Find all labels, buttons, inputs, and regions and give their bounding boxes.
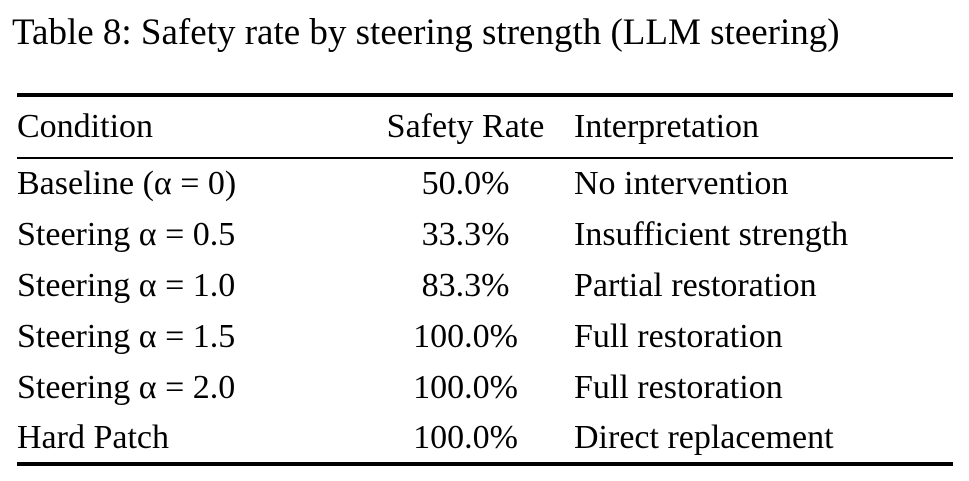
- table-row: Hard Patch 100.0% Direct replacement: [17, 413, 953, 464]
- results-table: Condition Safety Rate Interpretation Bas…: [17, 93, 953, 466]
- interpretation-cell: Full restoration: [574, 368, 783, 406]
- safety-rate-cell: 100.0%: [413, 317, 518, 355]
- condition-cell: Hard Patch: [17, 418, 170, 456]
- safety-rate-cell: 83.3%: [421, 266, 510, 304]
- interpretation-cell: Direct replacement: [574, 418, 834, 456]
- column-header-safety-rate: Safety Rate: [357, 95, 574, 159]
- interpretation-cell: No intervention: [574, 165, 789, 202]
- safety-rate-cell: 100.0%: [413, 418, 518, 456]
- table-row: Steering α = 2.0 100.0% Full restoration: [17, 362, 953, 413]
- safety-rate-cell: 50.0%: [421, 165, 510, 202]
- table-header-row: Condition Safety Rate Interpretation: [17, 95, 953, 159]
- condition-cell: Steering α = 1.0: [17, 266, 236, 304]
- condition-cell: Steering α = 1.5: [17, 317, 236, 355]
- safety-rate-cell: 100.0%: [413, 368, 518, 406]
- table-caption: Table 8: Safety rate by steering strengt…: [12, 12, 840, 53]
- table-row: Steering α = 1.5 100.0% Full restoration: [17, 311, 953, 362]
- column-header-interpretation: Interpretation: [574, 95, 953, 159]
- condition-cell: Steering α = 2.0: [17, 368, 236, 406]
- safety-rate-cell: 33.3%: [421, 215, 510, 253]
- interpretation-cell: Full restoration: [574, 317, 783, 355]
- table-row: Steering α = 1.0 83.3% Partial restorati…: [17, 260, 953, 311]
- interpretation-cell: Partial restoration: [574, 266, 817, 304]
- table-row: Baseline (α = 0) 50.0% No intervention: [17, 158, 953, 209]
- table-row: Steering α = 0.5 33.3% Insufficient stre…: [17, 209, 953, 260]
- column-header-condition: Condition: [17, 95, 357, 159]
- interpretation-cell: Insufficient strength: [574, 215, 849, 253]
- condition-cell: Steering α = 0.5: [17, 215, 236, 253]
- condition-cell: Baseline (α = 0): [17, 165, 237, 202]
